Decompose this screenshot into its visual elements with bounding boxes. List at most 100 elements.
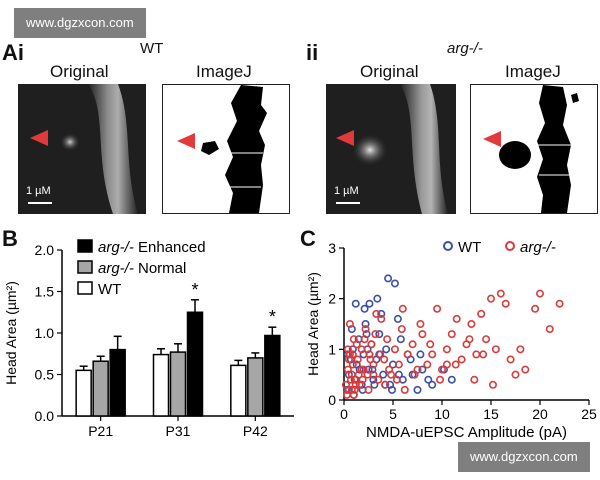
data-point [438, 365, 447, 374]
data-point [403, 350, 412, 359]
data-point [348, 350, 357, 359]
y-axis-label: Head Area (µm²) [305, 272, 321, 376]
legend-label-wt: WT [458, 239, 481, 256]
data-point [442, 345, 451, 354]
x-tick-label: 15 [483, 406, 499, 422]
data-point [465, 335, 474, 344]
arg-title: arg-/- [447, 40, 483, 57]
original-label-arg: Original [360, 62, 419, 81]
data-point [369, 375, 378, 384]
wt-title: WT [140, 40, 164, 57]
data-point [418, 330, 427, 339]
data-point [428, 380, 437, 389]
data-point [377, 314, 386, 323]
significance-mark: * [269, 307, 276, 327]
bar [75, 369, 92, 417]
data-point [396, 335, 405, 344]
data-point [377, 309, 386, 318]
data-point [382, 345, 391, 354]
data-point [496, 289, 505, 298]
data-point [357, 345, 366, 354]
data-point [388, 385, 397, 394]
panel-letter-b: B [2, 226, 18, 251]
data-point [367, 340, 376, 349]
data-point [383, 335, 392, 344]
data-point [397, 325, 406, 334]
data-point [351, 380, 360, 389]
data-point [545, 325, 554, 334]
data-point [370, 380, 379, 389]
x-tick-label: 25 [581, 406, 597, 422]
data-point [400, 385, 409, 394]
data-point [470, 375, 479, 384]
panel-letter-c: C [300, 226, 316, 251]
legend-marker-arg [505, 241, 515, 251]
x-tick-label: 20 [532, 406, 548, 422]
data-point [379, 370, 388, 379]
data-point [392, 375, 401, 384]
scale-label-arg: 1 µM [334, 185, 359, 197]
data-point [343, 345, 352, 354]
x-tick-label: P21 [88, 423, 113, 439]
data-point [345, 320, 354, 329]
data-point [487, 294, 496, 303]
legend-label: arg-/- Enhanced [98, 239, 206, 256]
data-point [373, 294, 382, 303]
bar [230, 364, 247, 417]
data-point [385, 365, 394, 374]
data-point [390, 345, 399, 354]
data-point [516, 345, 525, 354]
data-point [376, 350, 385, 359]
data-point [398, 304, 407, 313]
bar [152, 353, 170, 417]
x-tick-label: P42 [243, 423, 268, 439]
data-point [410, 370, 419, 379]
data-point [426, 340, 435, 349]
imagej-label-wt: ImageJ [196, 62, 252, 81]
data-point [361, 320, 370, 329]
legend-swatch [77, 260, 93, 274]
imagej-label-arg: ImageJ [505, 62, 561, 81]
micrograph-wt-original: 1 µM [18, 84, 146, 214]
scale-label-wt: 1 µM [26, 185, 51, 197]
panel-letter-ii: ii [306, 40, 319, 65]
bar [264, 334, 281, 417]
data-point [365, 299, 374, 308]
data-point [451, 360, 460, 369]
binary-wt-imagej [162, 84, 290, 214]
watermark-top: www.dgzxcon.com [14, 8, 146, 38]
legend-label-arg: arg-/- [520, 239, 556, 256]
data-point [413, 385, 422, 394]
data-point [353, 355, 362, 364]
arrow-marker-icon [177, 133, 195, 149]
data-point [433, 304, 442, 313]
data-point [501, 299, 510, 308]
y-tick-label: 1.0 [35, 325, 55, 341]
data-point [369, 370, 378, 379]
data-point [424, 375, 433, 384]
y-tick-label: 0.5 [35, 367, 55, 383]
legend-swatch [77, 281, 93, 295]
data-point [347, 385, 356, 394]
data-point [351, 299, 360, 308]
data-point [368, 365, 377, 374]
bar-chart: 0.0 0.5 1.0 1.5 2.0 Head Area (µm²) P21 P31 * P42… [3, 239, 294, 439]
bar [247, 357, 264, 417]
data-point [521, 365, 530, 374]
data-point [390, 279, 399, 288]
data-point [452, 314, 461, 323]
data-point [343, 365, 352, 374]
data-point [423, 360, 432, 369]
data-point [488, 380, 497, 389]
y-tick-label: 1.5 [35, 284, 55, 300]
data-point [555, 299, 564, 308]
arrow-marker-icon [336, 130, 354, 146]
x-tick-label: 10 [434, 406, 450, 422]
data-point [482, 335, 491, 344]
y-axis-label: Head Area (µm²) [3, 281, 19, 385]
data-point [352, 340, 361, 349]
x-tick-label: P31 [166, 423, 191, 439]
data-point [358, 375, 367, 384]
data-point [381, 380, 390, 389]
data-point [371, 330, 380, 339]
